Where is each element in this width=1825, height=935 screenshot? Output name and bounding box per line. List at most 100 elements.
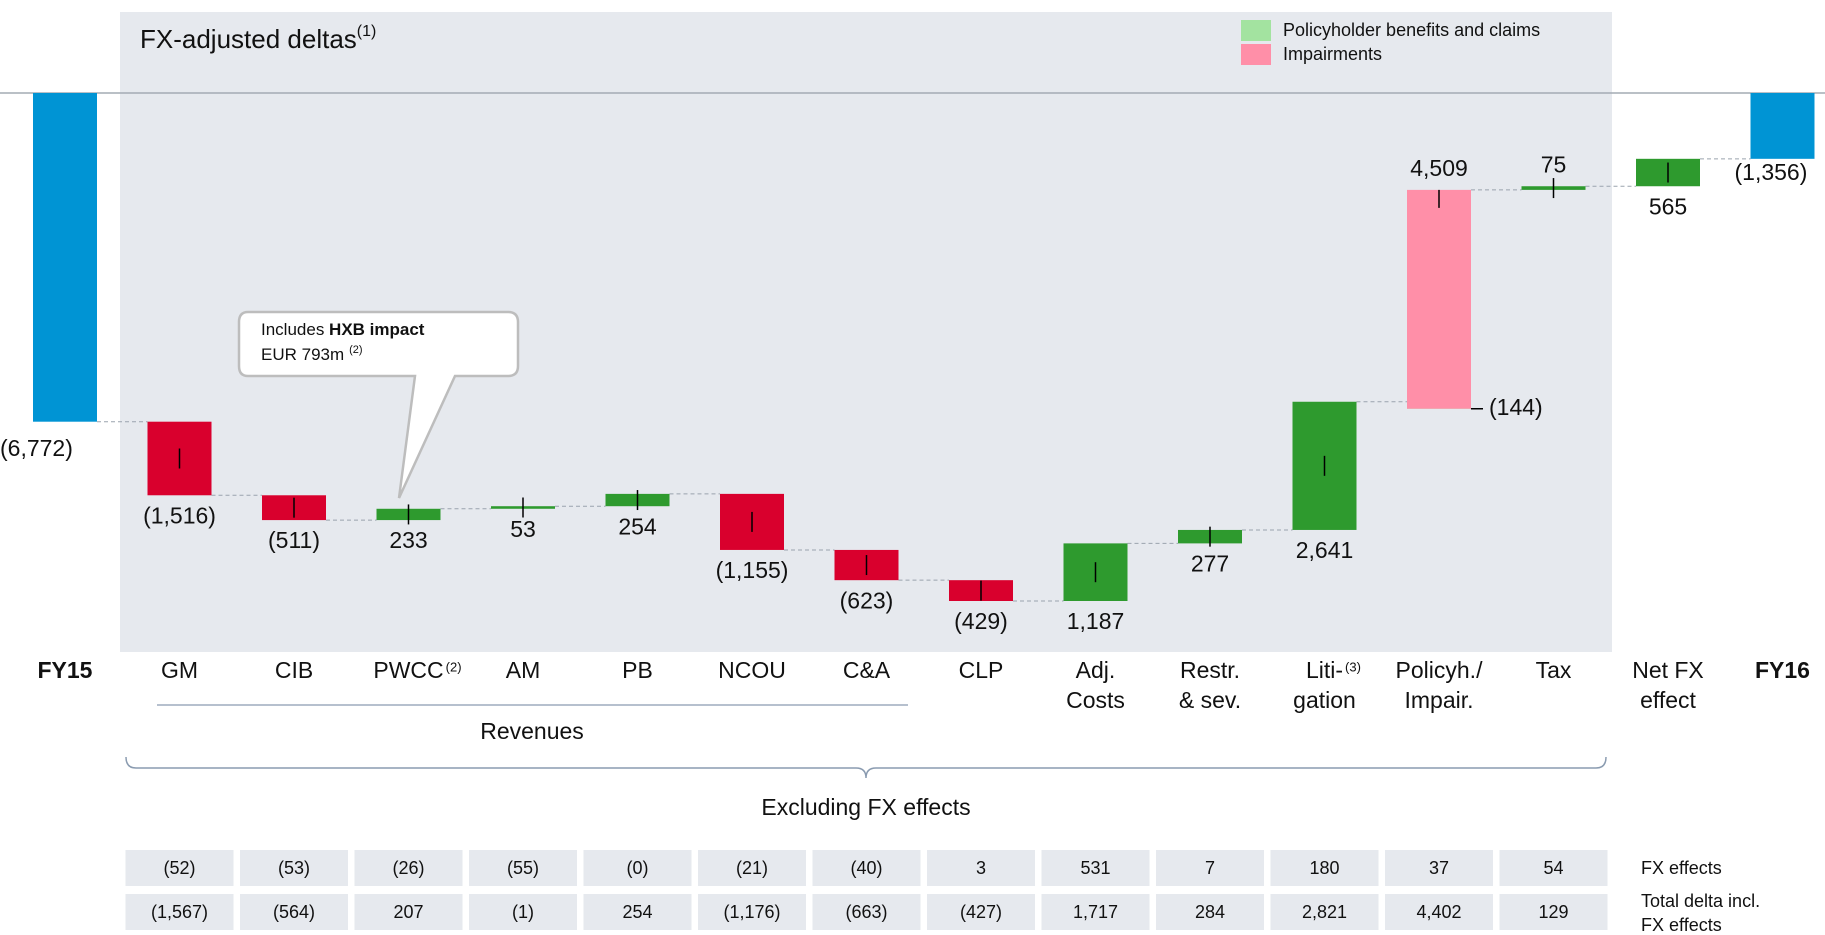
table-value: 207 [393, 902, 423, 922]
table-cell [1499, 894, 1608, 930]
legend-swatch [1241, 20, 1271, 41]
table-cell [1499, 850, 1608, 886]
title-text: FX-adjusted deltas [140, 24, 357, 54]
value-label: (1,356) [1735, 159, 1808, 185]
bracket-label: Excluding FX effects [761, 794, 970, 820]
callout-box [237, 310, 520, 499]
table-cell [125, 850, 234, 886]
table-cell [583, 850, 692, 886]
table-cell [1270, 894, 1379, 930]
table-cell [1156, 850, 1264, 886]
value-label: (511) [268, 527, 320, 553]
value-label: (1,516) [143, 502, 216, 528]
table-cell [1385, 850, 1493, 886]
value-label: 233 [389, 527, 427, 553]
table-cell [812, 894, 921, 930]
x-tick-label: AM [506, 657, 541, 683]
chart-title: FX-adjusted deltas(1) [140, 23, 376, 54]
bar-segment [1407, 189, 1471, 409]
value-label: (1,155) [716, 557, 789, 583]
x-tick-label: FY15 [38, 657, 93, 683]
bracket [125, 756, 1607, 779]
table-value: (564) [273, 902, 315, 922]
table-cell [698, 894, 806, 930]
value-label: 1,187 [1067, 608, 1125, 634]
table-cell [698, 850, 806, 886]
callout-line1: Includes HXB impact [261, 320, 425, 339]
x-tick-label: GM [161, 657, 198, 683]
table-value: 7 [1205, 858, 1215, 878]
table-value: 37 [1429, 858, 1449, 878]
table-cell [927, 850, 1035, 886]
table-cell [354, 894, 463, 930]
table-value: (427) [960, 902, 1002, 922]
table-value: (52) [163, 858, 195, 878]
x-tick-label: Policyh./Impair. [1396, 657, 1484, 713]
table-value: (40) [850, 858, 882, 878]
legend-label: Impairments [1283, 44, 1382, 64]
table-value: (21) [736, 858, 768, 878]
callout-line2: EUR 793m (2) [261, 344, 363, 365]
x-tick-label: Liti-gation [1293, 657, 1356, 713]
callout-bold: HXB impact [329, 320, 425, 339]
value-label: (623) [840, 587, 894, 613]
table-cell [469, 850, 577, 886]
table-value: (1,567) [151, 902, 208, 922]
value-label: (429) [954, 608, 1008, 634]
bar [1750, 93, 1815, 159]
x-tick-label: Net FX effect [1632, 657, 1704, 713]
x-tick-label: FY16 [1755, 657, 1810, 683]
table-value: (1,176) [723, 902, 780, 922]
row-label: Total delta incl. FX effects [1641, 891, 1760, 935]
table-value: 3 [976, 858, 986, 878]
x-tick-label: PWCC [373, 657, 443, 683]
x-tick-label: Restr. & sev. [1179, 657, 1241, 713]
table-value: (26) [392, 858, 424, 878]
x-tick-label: CIB [275, 657, 313, 683]
x-tick-label: C&A [843, 657, 891, 683]
table-cell [1041, 894, 1150, 930]
value-label: (6,772) [0, 435, 73, 461]
category-note: (3) [1345, 659, 1361, 674]
title-note: (1) [357, 23, 377, 40]
table-value: (55) [507, 858, 539, 878]
callout-text: Includes [261, 320, 329, 339]
x-tick-label: PB [622, 657, 653, 683]
callout-amount: EUR 793m [261, 345, 344, 364]
value-label: 53 [510, 516, 536, 542]
value-label: 2,641 [1296, 537, 1354, 563]
table-cell [812, 850, 921, 886]
x-tick-label: NCOU [718, 657, 786, 683]
category-note: (2) [446, 659, 462, 674]
callout-note: (2) [349, 344, 362, 356]
bar [33, 93, 97, 422]
table-value: (53) [278, 858, 310, 878]
value-label: 565 [1649, 193, 1687, 219]
callout: Includes HXB impact EUR 793m (2) [237, 310, 520, 499]
table-value: (663) [845, 902, 887, 922]
table-cell [469, 894, 577, 930]
legend-label: Policyholder benefits and claims [1283, 20, 1540, 40]
table-value: 2,821 [1302, 902, 1347, 922]
table-value: 4,402 [1416, 902, 1461, 922]
table-cell [125, 894, 234, 930]
row-label: FX effects [1641, 858, 1722, 878]
table-cell [1385, 894, 1493, 930]
table-value: 254 [622, 902, 652, 922]
x-tick-label: CLP [959, 657, 1004, 683]
value-label: 4,509 [1410, 155, 1468, 181]
table-cell [927, 894, 1035, 930]
table-value: 180 [1309, 858, 1339, 878]
table-cell [240, 850, 348, 886]
value-label: 75 [1541, 151, 1567, 177]
table-cell [354, 850, 463, 886]
value-label: 254 [618, 513, 657, 539]
table-cell [1041, 850, 1150, 886]
table-cell [583, 894, 692, 930]
table-cell [1156, 894, 1264, 930]
table-value: 129 [1538, 902, 1568, 922]
table-value: 54 [1543, 858, 1563, 878]
x-tick-label: Adj. Costs [1066, 657, 1125, 713]
group-label: Revenues [480, 718, 584, 744]
x-tick-label: Tax [1536, 657, 1572, 683]
